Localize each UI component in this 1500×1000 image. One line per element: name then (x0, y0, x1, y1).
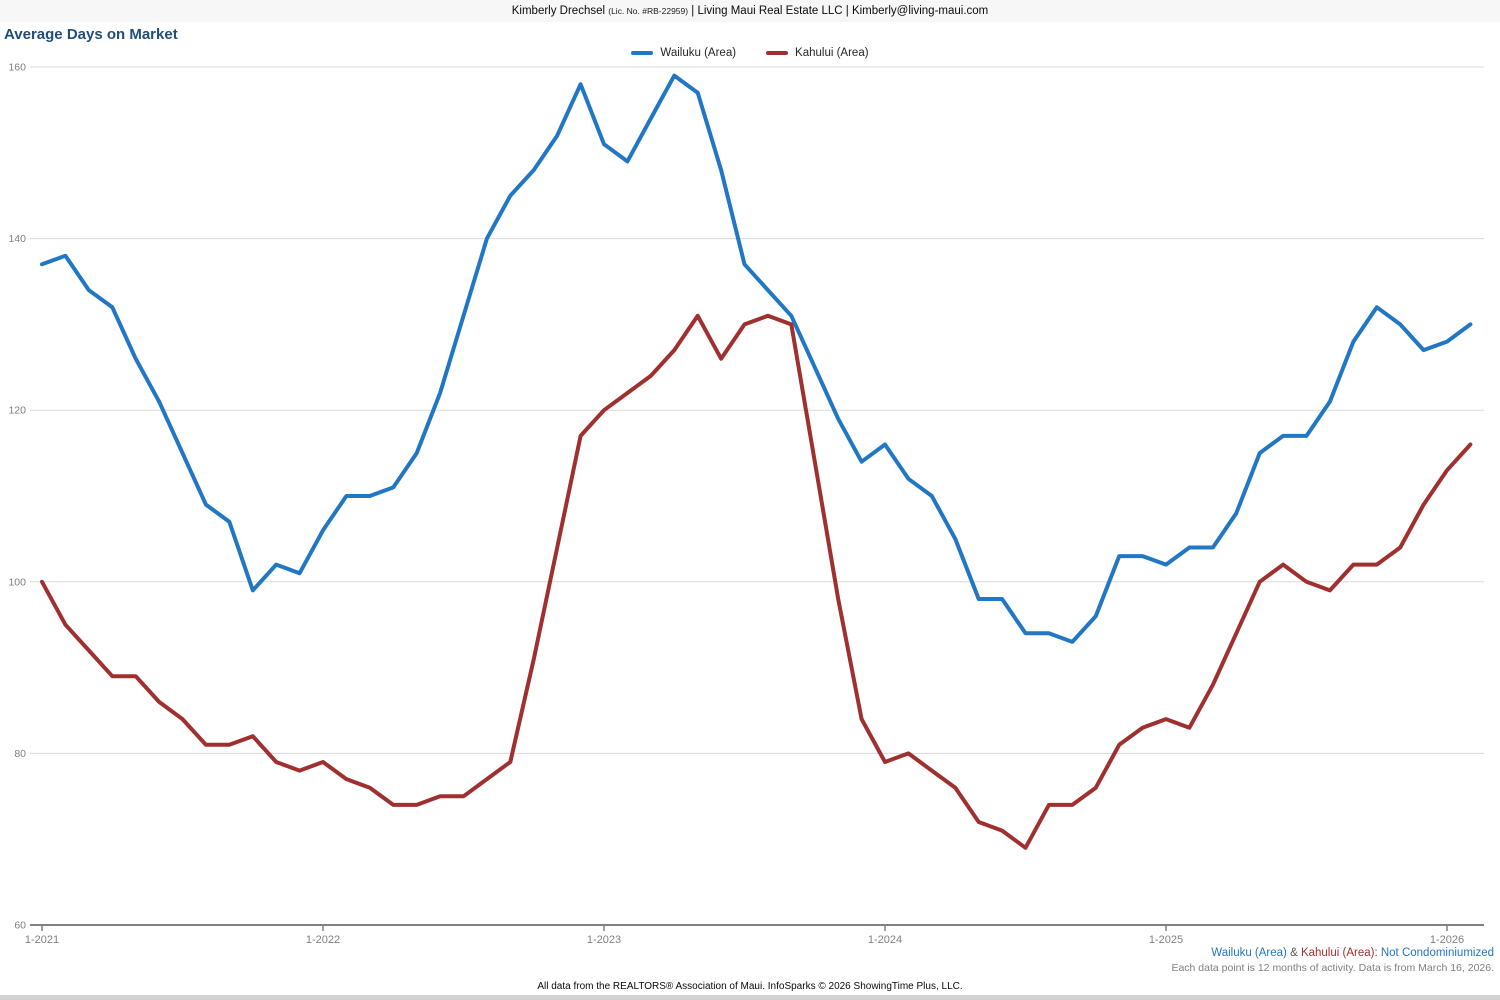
chart-legend: Wailuku (Area) Kahului (Area) (0, 45, 1500, 61)
footnote-wailuku-label: Wailuku (Area) (1211, 947, 1287, 959)
x-axis-label-1-2021: 1-2021 (25, 934, 59, 946)
x-axis-label-1-2023: 1-2023 (587, 934, 621, 946)
agent-name: Kimberly Drechsel (511, 5, 609, 17)
page-title: Average Days on Market (4, 26, 178, 43)
legend-label-wailuku: Wailuku (Area) (660, 47, 737, 59)
data-as-of-note: Each data point is 12 months of activity… (1171, 962, 1494, 974)
chart-line-wailuku-area[interactable] (40, 73, 1473, 644)
legend-item-wailuku[interactable]: Wailuku (Area) (631, 47, 736, 59)
chart-footnote: Wailuku (Area) & Kahului (Area): Not Con… (1171, 946, 1494, 976)
footnote-colon: : (1374, 947, 1381, 959)
legend-label-kahului: Kahului (Area) (795, 47, 869, 59)
y-axis-label-80: 80 (14, 748, 26, 760)
x-axis-label-1-2025: 1-2025 (1149, 934, 1183, 946)
y-axis-label-60: 60 (14, 920, 26, 932)
agent-company: | Living Maui Real Estate LLC | Kimberly… (688, 5, 989, 17)
x-axis-label-1-2022: 1-2022 (306, 934, 340, 946)
chart-line-kahului-area[interactable] (40, 313, 1473, 850)
footnote-kahului-label: Kahului (Area) (1300, 947, 1375, 959)
kahului-line-swatch-icon (766, 51, 789, 55)
x-axis-label-1-2024: 1-2024 (868, 934, 902, 946)
y-axis-label-160: 160 (8, 62, 26, 74)
y-axis-label-120: 120 (8, 405, 26, 417)
header-bar: Kimberly Drechsel (Lic. No. #RB-22959) |… (0, 0, 1500, 22)
legend-item-kahului[interactable]: Kahului (Area) (766, 47, 869, 59)
bottom-divider (0, 995, 1500, 1000)
wailuku-line-swatch-icon (631, 51, 654, 55)
attribution-line: All data from the REALTORS® Association … (537, 981, 963, 992)
series-status-line: Wailuku (Area) & Kahului (Area): Not Con… (1171, 946, 1494, 961)
agent-license: (Lic. No. #RB-22959) (608, 6, 689, 16)
footnote-status: Not Condominiumized (1380, 947, 1494, 959)
y-axis-label-140: 140 (8, 233, 26, 245)
x-axis-label-1-2026: 1-2026 (1430, 934, 1464, 946)
y-axis-label-100: 100 (8, 576, 26, 588)
footnote-ampersand: & (1286, 947, 1301, 959)
